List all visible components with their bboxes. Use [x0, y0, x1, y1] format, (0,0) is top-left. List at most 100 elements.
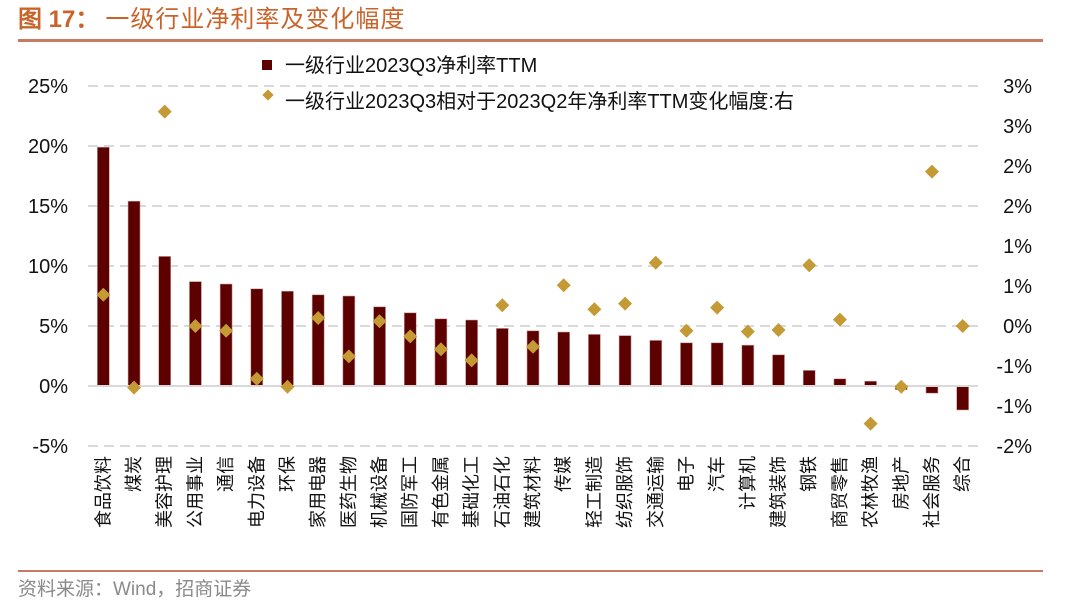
diamond-煤炭	[127, 380, 142, 395]
bar-汽车	[710, 342, 724, 387]
diamond-电力设备	[249, 371, 264, 386]
x-tick-label: 电子	[676, 456, 696, 492]
legend-bar-swatch	[262, 60, 272, 70]
diamond-通信	[219, 323, 234, 338]
bar-电力设备	[250, 288, 264, 387]
bar-美容护理	[158, 256, 172, 387]
x-tick-label: 美容护理	[155, 456, 175, 528]
bar-环保	[281, 290, 294, 387]
bar-公用事业	[189, 281, 202, 387]
diamond-食品饮料	[96, 287, 111, 302]
legend-bar-label: 一级行业2023Q3净利率TTM	[285, 54, 537, 77]
diamond-建筑装饰	[771, 323, 786, 337]
bar-计算机	[741, 344, 755, 387]
x-tick-label: 钢铁	[799, 456, 819, 492]
x-tick-label: 医药生物	[339, 456, 359, 528]
bar-电子	[680, 342, 693, 387]
x-tick-label: 交通运输	[646, 456, 666, 528]
x-tick-label: 基础化工	[462, 456, 482, 528]
legend-diamond-label: 一级行业2023Q3相对于2023Q2年净利率TTM变化幅度:右	[285, 90, 794, 113]
bar-钢铁	[802, 370, 816, 387]
x-tick-label: 房地产	[891, 456, 911, 510]
diamond-机械设备	[372, 314, 387, 329]
left-tick-label: 10%	[28, 256, 68, 278]
right-axis-ticks: 3% 3% 2% 2% 1% 1% 0% -1% -1% -2%	[996, 76, 1032, 458]
left-tick-label: 15%	[28, 196, 68, 218]
left-tick-label: -5%	[32, 436, 68, 458]
right-tick-label: -2%	[996, 436, 1032, 458]
x-tick-label: 社会服务	[922, 456, 942, 528]
x-tick-label: 有色金属	[431, 456, 451, 528]
right-tick-label: 0%	[1003, 316, 1032, 338]
x-tick-label: 家用电器	[308, 456, 328, 528]
x-tick-label: 机械设备	[370, 456, 390, 528]
diamond-有色金属	[433, 342, 448, 357]
right-tick-label: 1%	[1003, 236, 1032, 258]
x-tick-label: 传媒	[554, 456, 574, 492]
x-tick-label: 建筑材料	[523, 456, 543, 528]
right-tick-label: 2%	[1003, 156, 1032, 178]
bar-交通运输	[649, 340, 663, 387]
bar-纺织服饰	[618, 335, 632, 387]
bar-基础化工	[465, 319, 478, 387]
diamond-农林牧渔	[863, 416, 878, 431]
diamond-环保	[280, 379, 295, 394]
diamond-房地产	[894, 379, 909, 394]
bar-建筑材料	[526, 330, 540, 387]
diamond-轻工制造	[587, 302, 602, 317]
diamond-传媒	[556, 278, 571, 293]
x-axis-labels: 食品饮料 煤炭 美容护理 公用事业 通信 电力设备 环保 家用电器 医药生物 机械设备 国防军工 有色…	[93, 456, 972, 528]
left-tick-label: 20%	[28, 136, 68, 158]
x-tick-label: 轻工制造	[584, 456, 604, 528]
diamond-series	[96, 104, 970, 431]
bar-轻工制造	[588, 334, 601, 387]
bar-商贸零售	[833, 378, 847, 387]
x-tick-label: 通信	[216, 456, 236, 492]
bar-煤炭	[127, 200, 141, 387]
diamond-医药生物	[341, 349, 356, 364]
footer-divider	[18, 570, 1043, 572]
diamond-建筑材料	[526, 339, 540, 354]
gridlines	[88, 85, 978, 447]
x-tick-label: 电力设备	[247, 456, 267, 528]
x-tick-label: 国防军工	[400, 456, 420, 528]
figure-title: 图 17： 一级行业净利率及变化幅度	[18, 4, 405, 36]
figure-label: 图 17：	[18, 6, 100, 33]
right-tick-label: -1%	[996, 396, 1032, 418]
left-tick-label: 0%	[39, 376, 68, 398]
x-tick-label: 石油石化	[492, 456, 512, 528]
figure-title-text: 一级行业净利率及变化幅度	[105, 6, 406, 33]
left-axis-ticks: 25% 20% 15% 10% 5% 0% -5%	[28, 76, 68, 458]
x-tick-label: 综合	[953, 456, 973, 492]
left-tick-label: 5%	[39, 316, 68, 338]
left-tick-label: 25%	[28, 76, 68, 98]
x-tick-label: 农林牧渔	[861, 456, 881, 528]
diamond-纺织服饰	[618, 296, 633, 311]
x-tick-label: 建筑装饰	[769, 456, 789, 528]
title-divider	[18, 39, 1043, 42]
diamond-电子	[679, 323, 694, 338]
diamond-美容护理	[157, 104, 172, 119]
diamond-基础化工	[464, 353, 479, 368]
right-tick-label: 1%	[1003, 276, 1032, 298]
diamond-钢铁	[802, 258, 817, 273]
right-tick-label: 2%	[1003, 196, 1032, 218]
diamond-综合	[955, 319, 970, 333]
bar-医药生物	[342, 295, 356, 387]
x-tick-label: 汽车	[707, 456, 727, 492]
legend-diamond-swatch	[262, 89, 274, 101]
bar-综合	[956, 385, 969, 411]
bar-传媒	[557, 331, 570, 387]
bar-社会服务	[925, 385, 939, 394]
right-tick-label: 3%	[1003, 76, 1032, 98]
legend: 一级行业2023Q3净利率TTM 一级行业2023Q3相对于2023Q2年净利率…	[262, 54, 794, 113]
x-tick-label: 商贸零售	[830, 456, 850, 528]
bar-国防军工	[403, 312, 417, 387]
diamond-商贸零售	[832, 312, 847, 327]
right-tick-label: 3%	[1003, 116, 1032, 138]
x-tick-label: 纺织服饰	[615, 456, 635, 528]
chart: 25% 20% 15% 10% 5% 0% -5% 3% 3% 2% 2% 1% 1% 0% -1% -1%…	[28, 54, 1032, 528]
x-tick-label: 煤炭	[124, 456, 144, 492]
diamond-汽车	[710, 300, 725, 315]
bar-食品饮料	[97, 146, 110, 387]
